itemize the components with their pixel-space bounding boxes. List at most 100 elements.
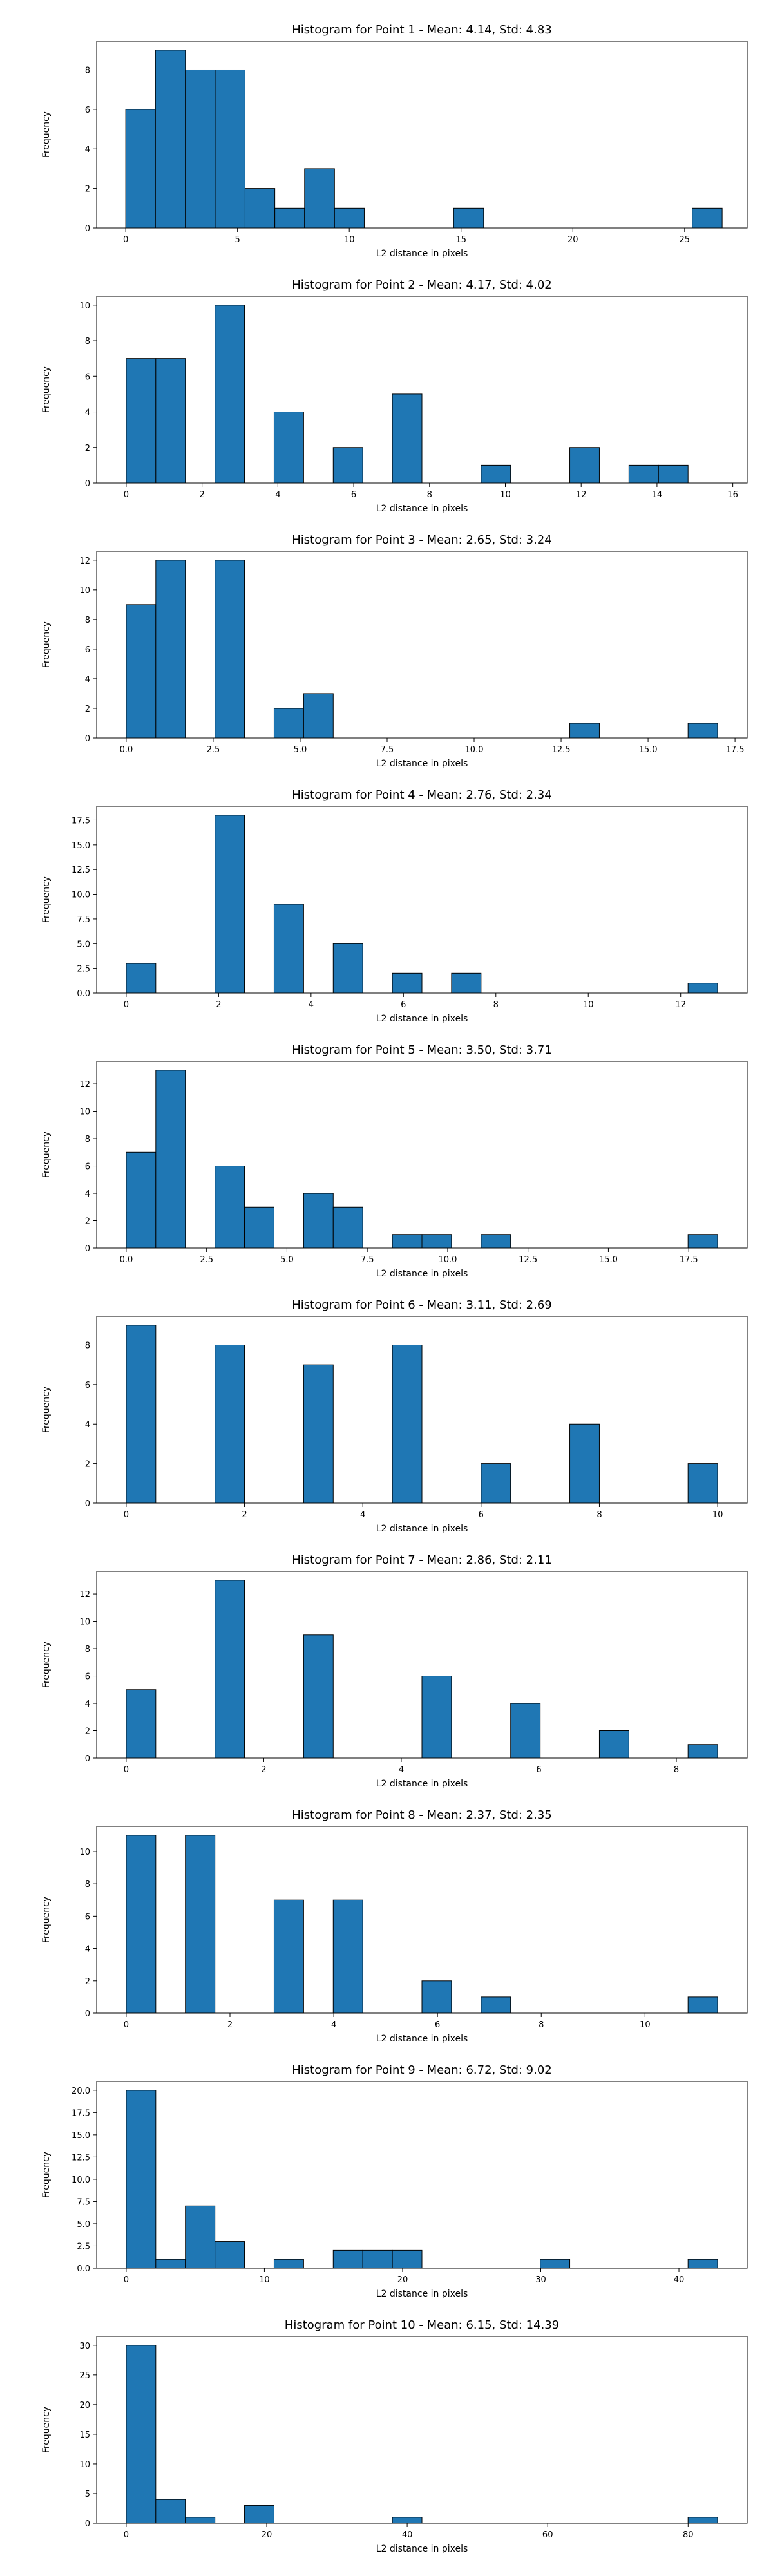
y-tick-label-1-5: 8 [85,66,90,75]
y-tick-label-6-3: 4 [85,1420,90,1430]
x-tick-label-8-4: 6 [435,2020,440,2030]
x-tick-label-3-6: 12.5 [552,745,571,755]
y-tick-label-2-4: 6 [85,372,90,382]
x-tick-label-5-2: 2.5 [200,1255,213,1265]
histogram-bar-2-10 [392,393,423,484]
x-tick-label-7-5: 8 [674,1765,679,1775]
y-tick-label-5-4: 6 [85,1162,90,1172]
y-tick-label-8-6: 10 [79,1848,90,1857]
histogram-bar-7-20 [687,1744,718,1759]
plot-frame-2 [96,296,748,484]
y-tick-label-8-1: 0 [85,2009,90,2019]
y-tick-label-6-5: 8 [85,1341,90,1350]
x-tick-label-1-1: 0 [123,235,128,245]
x-tick-label-5-8: 17.5 [680,1255,698,1265]
histogram-bar-10-1 [126,2345,157,2524]
y-tick-label-10-4: 15 [79,2430,90,2440]
x-tick-label-4-3: 4 [309,1000,314,1010]
y-axis-label-2: Frequency [41,366,52,413]
x-tick-label-9-1: 0 [124,2275,129,2285]
x-tick-label-6-3: 4 [360,1510,365,1520]
y-tick-label-3-3: 4 [85,675,90,685]
x-tick-label-5-7: 15.0 [599,1255,618,1265]
histogram-bar-9-6 [273,2259,304,2269]
histogram-bar-6-20 [687,1463,718,1504]
plot-frame-3 [96,551,748,739]
y-axis-label-4: Frequency [41,876,52,923]
y-tick-label-4-2: 2.5 [77,965,90,974]
x-tick-label-4-7: 12 [675,1000,686,1010]
y-tick-label-5-1: 0 [85,1244,90,1254]
histogram-bar-9-20 [687,2259,718,2269]
histogram-bar-1-12 [453,207,484,229]
y-tick-label-7-2: 2 [85,1727,90,1737]
y-tick-label-1-4: 6 [85,106,90,115]
y-tick-label-5-5: 8 [85,1135,90,1144]
histogram-bar-4-8 [332,943,363,994]
histogram-bar-3-4 [215,560,245,739]
histogram-bar-2-16 [569,447,600,484]
chart-title-8: Histogram for Point 8 - Mean: 2.37, Std:… [292,1808,552,1822]
histogram-bar-6-16 [569,1423,600,1504]
histogram-bar-6-10 [392,1344,423,1504]
plot-frame-4 [96,806,748,994]
x-tick-label-10-4: 60 [542,2530,553,2540]
histogram-bar-5-10 [392,1234,423,1249]
histogram-bar-1-2 [155,50,186,229]
y-axis-label-9: Frequency [41,2152,52,2198]
x-axis-label-9: L2 distance in pixels [376,2289,468,2299]
chart-panel-5: Histogram for Point 5 - Mean: 3.50, Std:… [41,1043,748,1279]
histogram-bar-4-20 [687,983,718,994]
plot-frame-7 [96,1571,748,1759]
x-tick-label-3-5: 10.0 [465,745,484,755]
y-tick-label-10-2: 5 [85,2490,90,2499]
histogram-bar-9-4 [215,2241,245,2269]
y-tick-label-4-4: 7.5 [77,915,90,925]
histogram-bar-5-20 [687,1234,718,1249]
y-tick-label-9-9: 20.0 [72,2087,90,2096]
histogram-bar-7-14 [510,1703,541,1759]
x-tick-label-5-1: 0.0 [120,1255,133,1265]
histogram-bar-3-2 [155,560,186,739]
y-tick-label-5-7: 12 [79,1080,90,1090]
histogram-bar-4-4 [215,815,245,994]
y-tick-label-7-5: 8 [85,1645,90,1654]
y-tick-label-6-1: 0 [85,1499,90,1509]
y-tick-label-9-2: 2.5 [77,2242,90,2251]
y-tick-label-3-5: 8 [85,616,90,625]
x-tick-label-10-2: 20 [262,2530,272,2540]
histogram-bar-2-1 [126,358,157,484]
histogram-bar-2-4 [215,305,245,484]
y-axis-label-8: Frequency [41,1897,52,1943]
x-tick-label-2-8: 14 [652,490,663,500]
chart-panel-6: Histogram for Point 6 - Mean: 3.11, Std:… [41,1298,748,1534]
y-tick-label-10-6: 25 [79,2371,90,2381]
chart-panel-2: Histogram for Point 2 - Mean: 4.17, Std:… [41,278,748,514]
x-axis-label-1: L2 distance in pixels [376,249,468,259]
y-tick-label-9-8: 17.5 [72,2108,90,2118]
histogram-bar-4-1 [126,963,157,994]
x-tick-label-8-5: 8 [539,2020,544,2030]
y-axis-label-10: Frequency [41,2407,52,2453]
y-tick-label-8-3: 4 [85,1945,90,1955]
y-tick-label-1-2: 2 [85,185,90,194]
y-tick-label-4-1: 0.0 [77,989,90,999]
x-axis-label-3: L2 distance in pixels [376,759,468,769]
y-tick-label-9-6: 12.5 [72,2153,90,2163]
histogram-bar-7-7 [303,1634,334,1759]
y-tick-label-1-3: 4 [85,145,90,155]
x-tick-label-1-3: 10 [344,235,355,245]
x-axis-label-10: L2 distance in pixels [376,2544,468,2554]
x-tick-label-8-1: 0 [124,2020,129,2030]
histogram-bar-5-4 [215,1166,245,1249]
x-tick-label-9-5: 40 [674,2275,685,2285]
x-axis-label-7: L2 distance in pixels [376,1779,468,1789]
histogram-bar-7-1 [126,1689,157,1759]
histogram-bar-9-15 [540,2259,571,2269]
chart-title-5: Histogram for Point 5 - Mean: 3.50, Std:… [292,1043,552,1057]
y-tick-label-9-4: 7.5 [77,2197,90,2207]
histogram-bar-2-6 [273,412,304,484]
x-tick-label-2-7: 12 [576,490,587,500]
histogram-bar-3-1 [126,604,157,739]
